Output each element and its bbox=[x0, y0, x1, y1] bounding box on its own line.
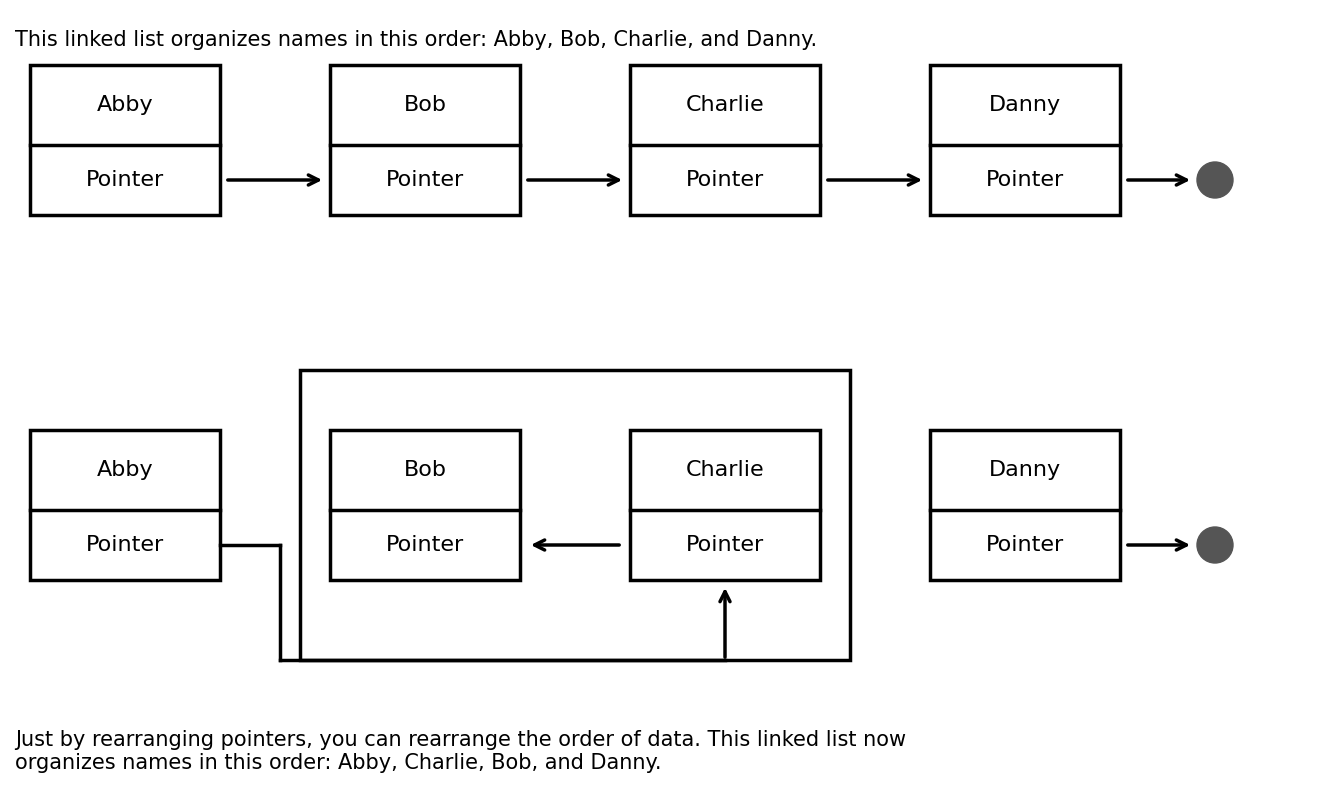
Bar bbox=[29, 430, 221, 580]
Text: Bob: Bob bbox=[404, 95, 447, 115]
Circle shape bbox=[1197, 527, 1233, 563]
Text: Pointer: Pointer bbox=[686, 170, 765, 190]
Text: Pointer: Pointer bbox=[686, 535, 765, 555]
Text: Danny: Danny bbox=[989, 95, 1062, 115]
Bar bbox=[931, 65, 1120, 215]
Bar bbox=[330, 430, 520, 580]
Text: Charlie: Charlie bbox=[686, 460, 765, 480]
Text: This linked list organizes names in this order: Abby, Bob, Charlie, and Danny.: This linked list organizes names in this… bbox=[15, 30, 817, 50]
Text: Charlie: Charlie bbox=[686, 95, 765, 115]
Bar bbox=[330, 65, 520, 215]
Text: Pointer: Pointer bbox=[86, 535, 164, 555]
Text: Pointer: Pointer bbox=[86, 170, 164, 190]
Bar bbox=[931, 430, 1120, 580]
Text: Pointer: Pointer bbox=[386, 535, 464, 555]
Text: Just by rearranging pointers, you can rearrange the order of data. This linked l: Just by rearranging pointers, you can re… bbox=[15, 730, 906, 773]
Bar bbox=[29, 65, 221, 215]
Text: Bob: Bob bbox=[404, 460, 447, 480]
Text: Abby: Abby bbox=[96, 95, 154, 115]
Bar bbox=[630, 65, 820, 215]
Circle shape bbox=[1197, 162, 1233, 198]
Text: Pointer: Pointer bbox=[985, 170, 1064, 190]
Text: Pointer: Pointer bbox=[386, 170, 464, 190]
Text: Abby: Abby bbox=[96, 460, 154, 480]
Bar bbox=[299, 370, 850, 660]
Bar bbox=[630, 430, 820, 580]
Text: Danny: Danny bbox=[989, 460, 1062, 480]
Text: Pointer: Pointer bbox=[985, 535, 1064, 555]
